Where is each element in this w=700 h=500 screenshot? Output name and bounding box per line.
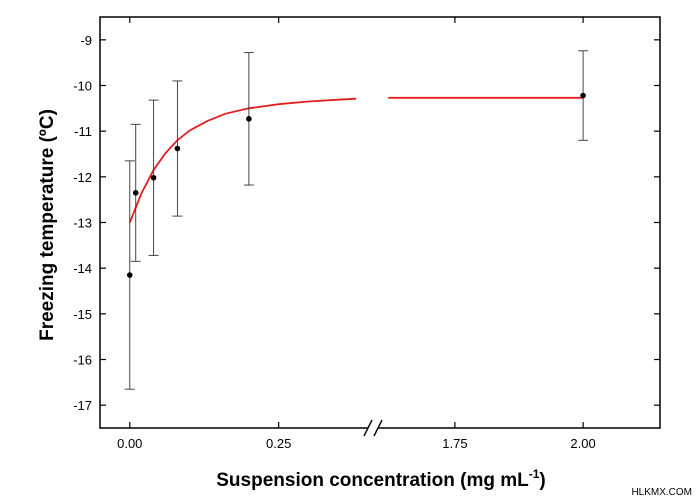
x-axis-title-close: ) [539,470,545,491]
x-tick-label: 2.00 [570,436,595,451]
data-point [246,116,252,122]
axis-break-mark [373,419,383,437]
error-bar-layer [124,50,589,390]
axis-break-gap [368,422,378,434]
y-tick-label: -16 [73,353,92,368]
x-axis-title-sup: -1 [529,467,540,481]
axis-break [363,419,383,437]
y-tick-label: -17 [73,398,92,413]
fit-curve [128,97,357,223]
y-tick-label: -10 [73,79,92,94]
y-tick-label: -15 [73,307,92,322]
y-axis-title: Freezing temperature (ºC) [37,109,58,341]
data-point [174,145,181,152]
fit-curve-layer [128,96,584,223]
x-axis-title-main: Suspension concentration (mg mL [216,470,529,491]
y-tick-label: -14 [73,261,92,276]
y-tick-label: -12 [73,170,92,185]
x-tick-label: 0.00 [117,436,142,451]
watermark: HLKMX.COM [631,487,692,498]
x-tick-label: 1.75 [442,436,467,451]
y-tick-label: -9 [80,33,92,48]
data-point [150,174,157,181]
x-tick-label: 0.25 [266,436,291,451]
data-point [132,190,139,196]
data-point [126,272,133,278]
data-point-layer [126,92,586,278]
plot-frame [99,16,661,429]
x-axis-ticks: 0.00 0.25 1.75 2.00 [117,17,596,451]
y-axis-ticks: -9 -10 -11 -12 -13 -14 -15 -16 -17 [73,33,660,413]
y-tick-label: -11 [74,124,92,139]
axis-break-mark [363,419,373,437]
x-axis-title: Suspension concentration (mg mL-1) [216,467,545,491]
y-tick-label: -13 [73,216,92,231]
data-point [580,92,586,99]
